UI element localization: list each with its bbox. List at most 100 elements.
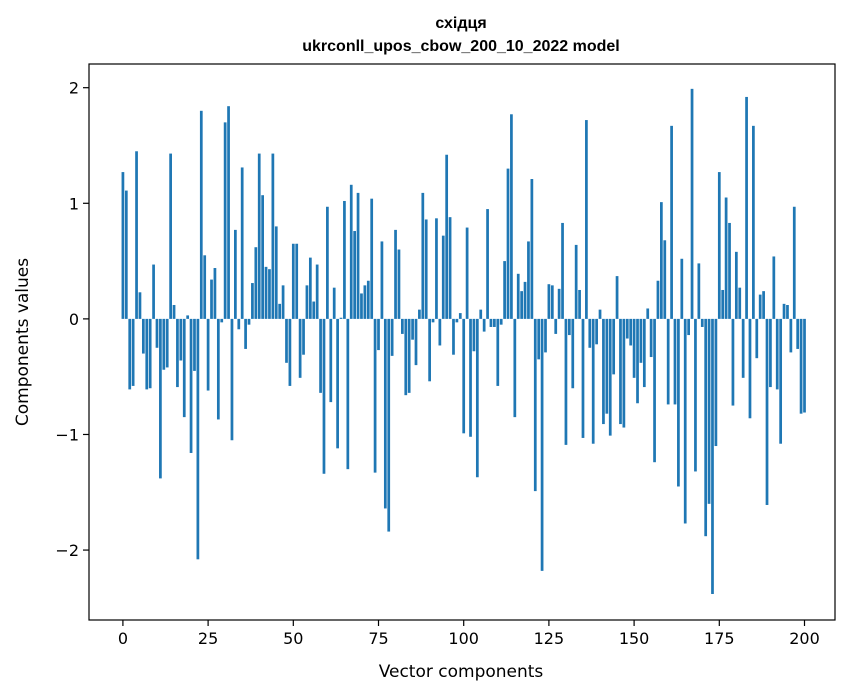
bar-13 — [165, 318, 169, 368]
bar-144 — [612, 318, 616, 375]
bar-81 — [397, 249, 401, 319]
bar-11 — [159, 318, 162, 479]
bar-20 — [189, 318, 193, 453]
bar-164 — [680, 258, 684, 319]
bar-146 — [619, 318, 622, 425]
bar-119 — [527, 241, 530, 319]
bar-51 — [295, 243, 299, 319]
bar-149 — [629, 318, 633, 346]
bar-133 — [574, 244, 578, 319]
bar-37 — [247, 318, 251, 325]
bar-125 — [547, 284, 551, 319]
bar-52 — [298, 318, 302, 378]
bar-7 — [145, 318, 149, 390]
bar-134 — [578, 289, 581, 319]
bar-101 — [465, 227, 469, 319]
bar-series — [121, 88, 806, 594]
bar-165 — [683, 318, 687, 524]
bar-136 — [585, 120, 588, 319]
bar-38 — [251, 283, 254, 319]
y-tick-label: 1 — [69, 194, 79, 213]
bar-126 — [550, 285, 554, 319]
bar-40 — [257, 153, 261, 319]
bar-90 — [428, 318, 431, 382]
bar-42 — [264, 266, 268, 319]
bar-109 — [493, 318, 496, 327]
x-tick-label: 175 — [704, 629, 735, 648]
bar-114 — [510, 114, 513, 319]
bar-34 — [237, 318, 241, 330]
bar-178 — [728, 222, 731, 319]
bar-130 — [564, 318, 568, 445]
bar-182 — [741, 318, 745, 378]
bar-143 — [608, 318, 612, 436]
bar-15 — [172, 305, 176, 319]
bar-45 — [274, 226, 278, 319]
bar-118 — [523, 281, 527, 319]
bar-26 — [210, 279, 213, 319]
bar-14 — [169, 153, 172, 319]
x-tick-label: 125 — [534, 629, 565, 648]
bar-68 — [353, 231, 357, 319]
bar-92 — [435, 218, 438, 319]
bar-190 — [769, 318, 772, 388]
bar-166 — [687, 318, 690, 336]
bar-142 — [605, 318, 609, 414]
bar-9 — [152, 264, 155, 319]
bar-96 — [448, 217, 452, 319]
bar-120 — [530, 179, 534, 319]
bar-62 — [332, 287, 336, 319]
bar-8 — [148, 318, 152, 389]
bar-24 — [203, 255, 207, 319]
x-axis-label: Vector components — [379, 662, 544, 682]
bar-183 — [745, 96, 748, 319]
bar-6 — [141, 318, 145, 354]
bar-135 — [581, 318, 585, 438]
bar-162 — [673, 318, 677, 405]
bar-55 — [308, 257, 312, 319]
bar-50 — [291, 243, 295, 319]
y-axis-ticks: −2 −1 0 1 2 — [55, 79, 89, 560]
bar-115 — [513, 318, 517, 418]
y-tick-label: −1 — [55, 425, 79, 444]
bar-104 — [475, 318, 479, 478]
bar-151 — [636, 318, 639, 404]
x-tick-label: 50 — [283, 629, 303, 648]
chart-title-line-1: східця — [435, 15, 486, 32]
bar-54 — [305, 285, 309, 319]
bar-170 — [700, 318, 704, 327]
bar-41 — [261, 195, 264, 319]
bar-5 — [138, 292, 142, 319]
bar-95 — [445, 154, 449, 319]
bar-74 — [373, 318, 377, 473]
bar-128 — [557, 288, 561, 319]
bar-117 — [520, 291, 524, 319]
bar-194 — [782, 303, 786, 319]
bar-107 — [486, 209, 489, 319]
bar-49 — [288, 318, 292, 386]
bar-132 — [571, 318, 575, 389]
x-tick-label: 100 — [448, 629, 479, 648]
bar-33 — [234, 229, 237, 319]
bar-157 — [656, 280, 660, 319]
bar-43 — [268, 269, 271, 319]
bar-168 — [694, 318, 697, 472]
bar-147 — [622, 318, 626, 428]
bar-87 — [418, 309, 421, 319]
bar-84 — [407, 318, 411, 393]
chart-title-line-2: ukrconll_upos_cbow_200_10_2022 model — [302, 38, 619, 55]
bar-82 — [401, 318, 404, 334]
bar-4 — [135, 151, 138, 319]
bar-64 — [339, 317, 343, 319]
bar-59 — [322, 318, 326, 474]
bar-69 — [356, 192, 360, 319]
bar-31 — [227, 106, 230, 319]
bar-66 — [346, 318, 350, 470]
bar-191 — [772, 256, 776, 319]
bar-121 — [533, 318, 537, 492]
x-tick-label: 0 — [118, 629, 128, 648]
bar-198 — [796, 318, 800, 349]
bar-91 — [431, 318, 435, 323]
bar-76 — [380, 241, 384, 319]
bar-139 — [595, 318, 598, 345]
